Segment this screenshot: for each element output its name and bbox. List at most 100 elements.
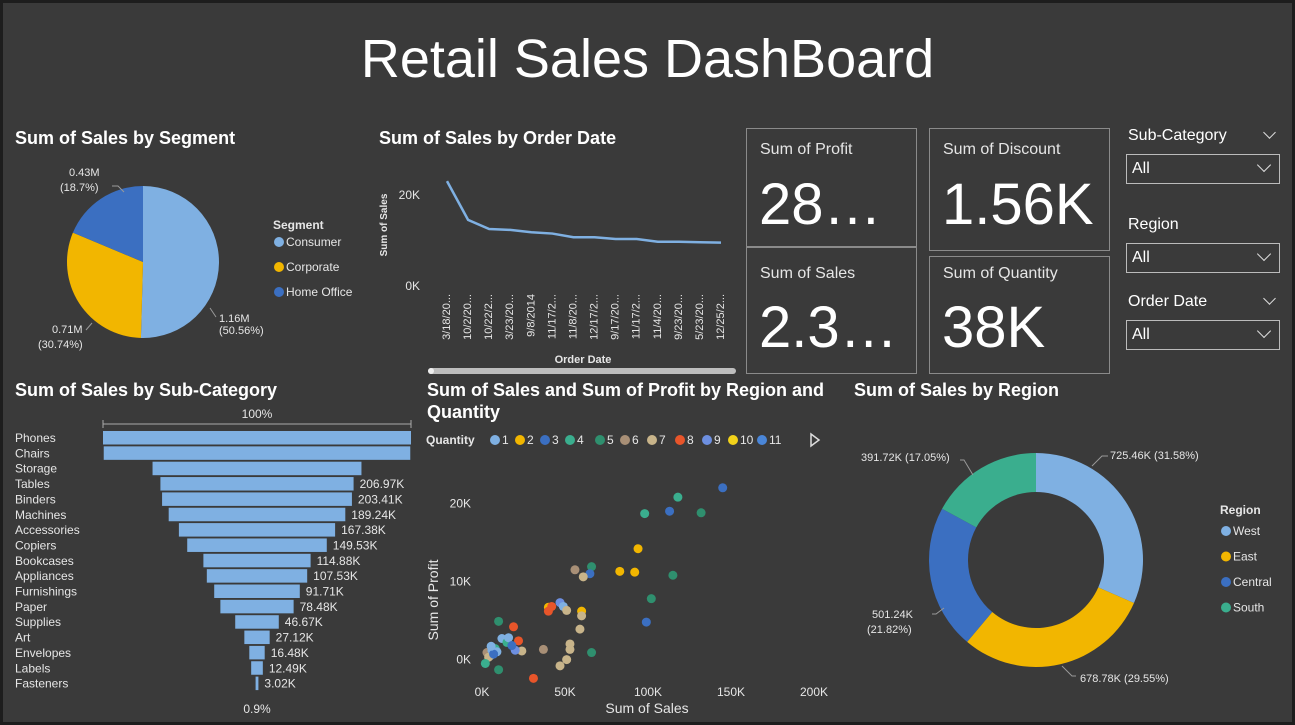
kpi-card-profit[interactable]: Sum of Profit 28… <box>746 128 917 247</box>
funnel-bar-fasteners[interactable] <box>255 676 259 691</box>
scatter-point[interactable] <box>538 644 548 654</box>
legend-item-2[interactable]: 2 <box>527 433 534 447</box>
legend-item-9[interactable]: 9 <box>714 433 721 447</box>
scatter-point[interactable] <box>646 594 656 604</box>
date-scrollbar[interactable] <box>428 368 736 374</box>
scatter-point[interactable] <box>509 622 519 632</box>
funnel-category-label: Bookcases <box>15 554 74 568</box>
scatter-point[interactable] <box>494 665 504 675</box>
scatter-point[interactable] <box>587 648 597 658</box>
scatter-point[interactable] <box>486 641 496 651</box>
legend-item-west[interactable]: West <box>1233 524 1261 538</box>
slicer-orderdate-dropdown[interactable]: All <box>1126 320 1280 350</box>
funnel-bar-envelopes[interactable] <box>249 645 265 660</box>
funnel-bar-chairs[interactable] <box>103 446 411 460</box>
legend-item-6[interactable]: 6 <box>632 433 639 447</box>
pie-slice-corporate[interactable] <box>67 232 143 338</box>
scatter-point[interactable] <box>665 506 675 516</box>
scatter-point[interactable] <box>528 673 538 683</box>
scatter-point[interactable] <box>562 605 572 615</box>
scatter-point[interactable] <box>578 572 588 582</box>
scatter-point[interactable] <box>630 567 640 577</box>
scatter-point[interactable] <box>543 606 553 616</box>
legend-item-1[interactable]: 1 <box>502 433 509 447</box>
funnel-bar-phones[interactable] <box>103 431 411 445</box>
legend-item-home-office[interactable]: Home Office <box>286 285 353 299</box>
funnel-bar-machines[interactable] <box>168 507 346 522</box>
region-donut-chart[interactable]: 725.46K (31.58%) 678.78K (29.55%) 501.24K (… <box>840 400 1290 720</box>
funnel-bar-paper[interactable] <box>220 599 294 614</box>
x-tick-label: 3/18/20... <box>441 294 453 340</box>
donut-slice-south[interactable] <box>942 453 1036 528</box>
scatter-point[interactable] <box>718 483 728 493</box>
slicer-subcategory-value: All <box>1132 160 1150 177</box>
scatter-point[interactable] <box>507 641 517 651</box>
donut-slice-central[interactable] <box>929 508 993 642</box>
pie-slice-home-office[interactable] <box>72 186 143 262</box>
legend-item-7[interactable]: 7 <box>659 433 666 447</box>
date-scroll-handle[interactable] <box>428 368 434 374</box>
scatter-point[interactable] <box>615 566 625 576</box>
scatter-point[interactable] <box>641 617 651 627</box>
legend-item-8[interactable]: 8 <box>687 433 694 447</box>
funnel-bar-accessories[interactable] <box>178 523 336 537</box>
legend-swatch <box>702 435 712 445</box>
scatter-point[interactable] <box>640 509 650 519</box>
donut-slice-east[interactable] <box>967 587 1134 667</box>
scatter-point[interactable] <box>587 562 597 572</box>
slicer-subcategory-dropdown[interactable]: All <box>1126 154 1280 184</box>
scatter-point[interactable] <box>562 655 572 665</box>
scatter-point[interactable] <box>696 508 706 518</box>
donut-slice-west[interactable] <box>1036 453 1143 603</box>
order-date-line-chart[interactable]: Sum of Sales 20K 0K 3/18/20... 10/2/20... 1… <box>370 150 745 378</box>
legend-item-corporate[interactable]: Corporate <box>286 260 340 274</box>
funnel-bar-art[interactable] <box>244 630 270 645</box>
funnel-category-label: Tables <box>15 477 50 491</box>
kpi-card-quantity[interactable]: Sum of Quantity 38K <box>929 256 1110 374</box>
scatter-point[interactable] <box>504 633 514 643</box>
scatter-point[interactable] <box>575 624 585 634</box>
funnel-bar-storage[interactable] <box>152 461 362 476</box>
scatter-point[interactable] <box>565 644 575 654</box>
scatter-point[interactable] <box>480 658 490 668</box>
funnel-bar-copiers[interactable] <box>187 538 327 552</box>
scatter-point[interactable] <box>633 544 643 554</box>
legend-item-central[interactable]: Central <box>1233 575 1272 589</box>
funnel-value-label: 189.24K <box>351 508 396 522</box>
segment-pie-chart[interactable]: 1.16M(50.56%) 0.71M (30.74%) 0.43M (18.7%) S… <box>0 150 380 375</box>
scatter-point[interactable] <box>514 636 524 646</box>
kpi-card-discount[interactable]: Sum of Discount 1.56K <box>929 128 1110 251</box>
slicer-region-dropdown[interactable]: All <box>1126 243 1280 273</box>
scatter-chart[interactable]: Quantity 1 2 3 4 5 6 7 8 9 10 11 20K 10K 0K 0K 50K 100… <box>420 425 840 720</box>
slicer-region-value: All <box>1132 249 1150 266</box>
scatter-point[interactable] <box>570 565 580 575</box>
pie-slice-consumer[interactable] <box>140 186 219 338</box>
funnel-bar-furnishings[interactable] <box>214 584 300 599</box>
scatter-point[interactable] <box>555 661 565 671</box>
funnel-bar-labels[interactable] <box>251 661 263 675</box>
legend-item-south[interactable]: South <box>1233 601 1264 615</box>
legend-item-3[interactable]: 3 <box>552 433 559 447</box>
scatter-xlabel: Sum of Sales <box>605 700 688 716</box>
funnel-bar-tables[interactable] <box>160 477 354 491</box>
sales-line[interactable] <box>445 180 722 244</box>
scatter-point[interactable] <box>577 611 587 621</box>
funnel-bar-appliances[interactable] <box>206 569 308 583</box>
legend-item-consumer[interactable]: Consumer <box>286 235 341 249</box>
scatter-point[interactable] <box>517 646 527 656</box>
legend-item-10[interactable]: 10 <box>740 433 754 447</box>
legend-item-east[interactable]: East <box>1233 550 1258 564</box>
scatter-point[interactable] <box>494 616 504 626</box>
legend-item-11[interactable]: 11 <box>769 433 782 447</box>
scatter-point[interactable] <box>673 492 683 502</box>
legend-item-4[interactable]: 4 <box>577 433 584 447</box>
funnel-bar-binders[interactable] <box>162 492 352 506</box>
funnel-bar-bookcases[interactable] <box>203 553 311 568</box>
kpi-card-sales[interactable]: Sum of Sales 2.3… <box>746 247 917 374</box>
scatter-point[interactable] <box>489 649 499 659</box>
scatter-point[interactable] <box>668 570 678 580</box>
funnel-bar-supplies[interactable] <box>235 615 279 629</box>
legend-next-icon[interactable] <box>810 432 821 448</box>
legend-item-5[interactable]: 5 <box>607 433 614 447</box>
